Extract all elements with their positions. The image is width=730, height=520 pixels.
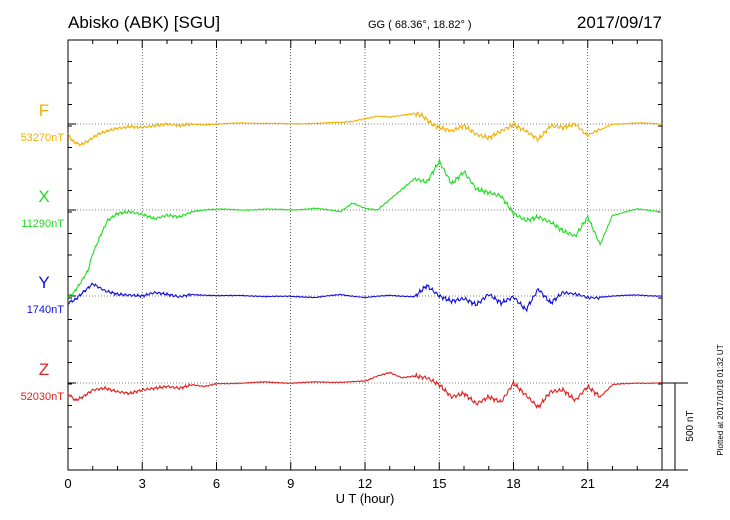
x-tick-label: 6 [213, 476, 220, 491]
baseline-value-x: 11290nT [21, 218, 64, 230]
series-name-x: X [38, 187, 49, 206]
x-tick-label: 3 [139, 476, 146, 491]
series-group [67, 111, 663, 410]
plotted-at-label: Plotted at 2017/10/18 01:32 UT [716, 344, 725, 455]
x-tick-label: 15 [432, 476, 446, 491]
series-line-x [67, 157, 663, 298]
series-line-f [67, 111, 663, 147]
x-tick-label: 24 [655, 476, 669, 491]
scale-bar: 500 nT [662, 382, 696, 471]
x-tick-label: 9 [287, 476, 294, 491]
x-tick-label: 0 [64, 476, 71, 491]
baseline-value-y: 1740nT [27, 304, 65, 316]
series-line-z [67, 371, 663, 410]
x-tick-label: 21 [581, 476, 595, 491]
plot-frame [67, 39, 663, 471]
series-name-y: Y [38, 273, 49, 292]
scale-bar-label: 500 nT [685, 410, 696, 441]
x-tick-label: 18 [506, 476, 520, 491]
axis-ticks: 0 3 6 9 12 15 18 21 24 [64, 39, 669, 491]
series-line-y [67, 282, 663, 313]
baseline-value-f: 53270nT [21, 132, 65, 144]
x-axis-label: U T (hour) [336, 491, 395, 506]
series-name-f: F [39, 101, 49, 120]
station-title: Abisko (ABK) [SGU] [68, 13, 220, 32]
series-name-z: Z [39, 360, 49, 379]
date-label: 2017/09/17 [577, 13, 662, 32]
x-tick-label: 12 [358, 476, 372, 491]
grid-lines [68, 40, 662, 470]
baseline-value-z: 52030nT [21, 391, 65, 403]
series-labels: F 53270nT X 11290nT Y 1740nT Z 52030nT [21, 101, 65, 403]
coords-label: GG ( 68.36°, 18.82° ) [368, 19, 472, 31]
